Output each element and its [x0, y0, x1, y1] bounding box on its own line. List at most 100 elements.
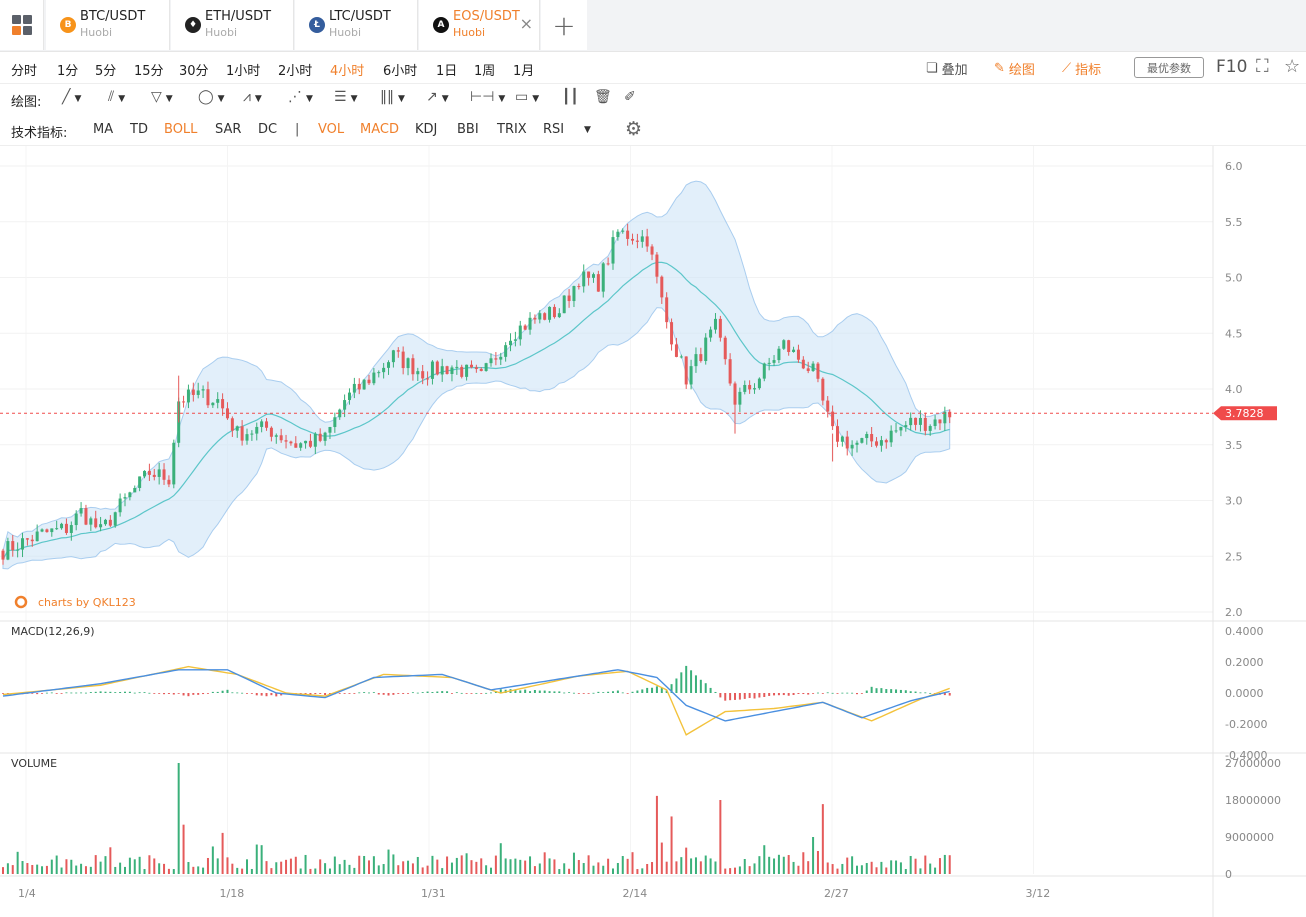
best-params-button[interactable]: 最优参数 [1134, 57, 1204, 78]
period-8[interactable]: 6小时 [383, 64, 418, 79]
arrow-tool[interactable]: ↗ ▼ [426, 89, 449, 105]
ray-tool[interactable]: ⫽ ▼ [108, 89, 125, 105]
candle-body [533, 317, 537, 320]
macd-histogram-bar [2, 693, 4, 694]
note-tool[interactable]: ▭ ▼ [515, 89, 539, 105]
macd-histogram-bar [875, 688, 878, 693]
tab-eth-usdt[interactable]: ♦ ETH/USDT Huobi [171, 0, 294, 50]
macd-histogram-bar [426, 691, 429, 693]
channel-tool[interactable]: ▽ ▼ [151, 89, 173, 105]
period-9[interactable]: 1日 [436, 64, 458, 79]
candle-body [762, 363, 766, 379]
volume-bar [802, 852, 805, 874]
settings-gear-icon[interactable]: ⚙ [625, 118, 643, 140]
indicator-sar[interactable]: SAR [215, 122, 242, 137]
volume-bar [724, 868, 727, 874]
indicator-kdj[interactable]: KDJ [415, 122, 438, 137]
wave-tool[interactable]: ⩘ ▼ [243, 89, 262, 105]
volume-bar [694, 857, 697, 874]
period-3[interactable]: 15分 [134, 64, 164, 79]
apps-grid-button[interactable] [0, 0, 44, 50]
candle-body [626, 230, 630, 239]
period-6[interactable]: 2小时 [278, 64, 313, 79]
overlay-label: 叠加 [941, 63, 968, 78]
gann-tool[interactable]: ‖‖ ▼ [380, 89, 405, 105]
close-icon[interactable]: × [519, 14, 533, 33]
overlay-button[interactable]: ❏ 叠加 [926, 59, 968, 78]
macd-dea-line [2, 665, 950, 736]
period-10[interactable]: 1周 [474, 64, 496, 79]
indicator-ma[interactable]: MA [93, 122, 114, 137]
macd-histogram-bar [402, 693, 405, 694]
fullscreen-icon[interactable]: ⛶ [1256, 56, 1269, 77]
volume-bar [65, 859, 68, 874]
circle-icon: ◯ [198, 89, 214, 105]
measure-tool[interactable]: ⊢⊣ ▼ [470, 89, 505, 105]
indicator-vol[interactable]: VOL [318, 122, 345, 137]
volume-bar [314, 868, 317, 874]
indicator-button[interactable]: ⟋ 指标 [1062, 59, 1101, 78]
indicator-boll[interactable]: BOLL [164, 122, 198, 137]
indicator-bbi[interactable]: BBI [457, 122, 479, 137]
draw-button[interactable]: ✎ 绘图 [994, 59, 1035, 78]
candle-body [138, 476, 142, 488]
macd-histogram-bar [870, 686, 873, 693]
shape-tool[interactable]: ◯ ▼ [198, 89, 225, 105]
macd-histogram-bar [777, 693, 780, 696]
fibonacci-tool[interactable]: ☰ ▼ [334, 89, 357, 105]
macd-histogram-bar [387, 693, 390, 696]
price-axis-label: 4.5 [1225, 327, 1243, 340]
star-icon[interactable]: ☆ [1284, 56, 1301, 77]
line-tool[interactable]: ╱ ▼ [62, 89, 81, 105]
period-0[interactable]: 分时 [11, 64, 38, 79]
candle-body [391, 350, 395, 363]
macd-histogram-bar [816, 692, 819, 694]
price-axis-label: 2.5 [1225, 550, 1243, 563]
period-5[interactable]: 1小时 [226, 64, 261, 79]
pattern-tool[interactable]: ⋰ ▼ [288, 89, 313, 105]
delete-tool[interactable]: 🗑 [594, 89, 612, 105]
volume-bar [758, 856, 761, 874]
period-2[interactable]: 5分 [95, 64, 117, 79]
macd-histogram-bar [626, 693, 629, 694]
chart-canvas[interactable]: 3.7828 6.0 5.5 5.0 4.5 4.0 3.5 3.0 2.5 2.0 0.4000… [0, 146, 1306, 917]
candle-style-tool[interactable]: ┃┃ [562, 89, 579, 105]
volume-bar [392, 854, 395, 874]
volume-bar [685, 847, 688, 874]
tab-ltc-usdt[interactable]: Ł LTC/USDT Huobi [295, 0, 418, 50]
volume-bar [94, 855, 97, 874]
f10-button[interactable]: F10 [1216, 57, 1248, 77]
macd-histogram-bar [636, 690, 639, 693]
candle-body [782, 340, 786, 349]
volume-bar [221, 832, 224, 874]
indicator-rsi[interactable]: RSI [543, 122, 565, 137]
volume-bar [816, 850, 819, 874]
more-indicators-caret-icon[interactable]: ▼ [584, 125, 591, 135]
volume-bar [377, 865, 380, 874]
period-4[interactable]: 30分 [179, 64, 209, 79]
indicator-macd[interactable]: MACD [360, 122, 399, 137]
volume-bar [612, 868, 614, 874]
candle-body [69, 525, 73, 533]
volume-bar [358, 855, 361, 874]
candle-body [147, 470, 151, 475]
period-1[interactable]: 1分 [57, 64, 79, 79]
macd-histogram-bar [368, 692, 370, 694]
macd-histogram-bar [812, 693, 815, 694]
period-11[interactable]: 1月 [513, 64, 535, 79]
candle-body [826, 400, 830, 412]
tab-eos-usdt[interactable]: A EOS/USDT Huobi × [419, 0, 540, 50]
macd-histogram-bar [577, 693, 580, 694]
period-7[interactable]: 4小时 [330, 64, 365, 79]
indicator-trix[interactable]: TRIX [497, 122, 527, 137]
volume-bar [177, 763, 180, 874]
add-tab-button[interactable]: + [541, 0, 587, 50]
eraser-tool[interactable]: ✐ [624, 89, 636, 105]
indicator-dc[interactable]: DC [258, 122, 278, 137]
indicator-td[interactable]: TD [130, 122, 148, 137]
macd-histogram-bar [353, 693, 356, 694]
volume-bar [99, 861, 102, 874]
volume-bar [333, 856, 336, 874]
tab-btc-usdt[interactable]: B BTC/USDT Huobi [46, 0, 170, 50]
volume-bar [792, 861, 795, 874]
